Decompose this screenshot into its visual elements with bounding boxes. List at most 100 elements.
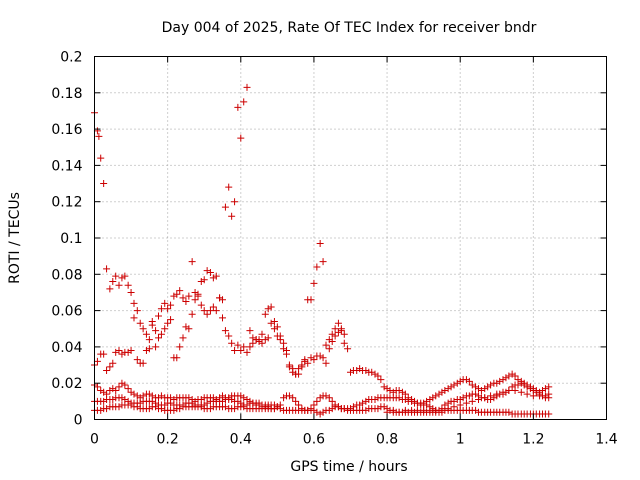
- data-point: [280, 345, 288, 353]
- data-point: [234, 341, 242, 349]
- data-point: [371, 396, 379, 404]
- data-point: [206, 405, 214, 413]
- data-point: [280, 394, 288, 402]
- data-point: [179, 294, 187, 302]
- data-point: [225, 183, 233, 191]
- data-point: [505, 372, 513, 380]
- data-point: [487, 392, 495, 400]
- x-tick-label: 0: [90, 432, 99, 448]
- data-point: [167, 301, 175, 309]
- data-point: [109, 359, 117, 367]
- data-point: [310, 356, 318, 364]
- data-point: [121, 272, 129, 280]
- data-point: [203, 267, 211, 275]
- data-point: [447, 383, 455, 391]
- data-point: [200, 276, 208, 284]
- data-point: [206, 307, 214, 315]
- data-point: [380, 403, 388, 411]
- data-point: [176, 405, 184, 413]
- data-point: [145, 405, 153, 413]
- data-point: [322, 392, 330, 400]
- data-point: [334, 403, 342, 411]
- data-point: [526, 385, 534, 393]
- data-point: [362, 366, 370, 374]
- data-point: [152, 327, 160, 335]
- data-point: [310, 406, 318, 414]
- data-point: [438, 406, 446, 414]
- data-point: [103, 366, 111, 374]
- data-point: [197, 403, 205, 411]
- data-point: [145, 336, 153, 344]
- data-point: [408, 406, 416, 414]
- data-point: [468, 381, 476, 389]
- data-point: [228, 339, 236, 347]
- data-point: [523, 383, 531, 391]
- data-point: [219, 296, 226, 304]
- data-point: [115, 383, 123, 391]
- data-point: [292, 397, 300, 405]
- x-tick-label: 1.2: [522, 432, 544, 448]
- data-point: [465, 377, 473, 385]
- data-point: [115, 281, 123, 289]
- data-point: [408, 397, 416, 405]
- data-point: [170, 292, 178, 300]
- data-point: [285, 392, 293, 400]
- data-point: [319, 258, 327, 266]
- data-point: [212, 272, 220, 280]
- data-point: [511, 386, 519, 394]
- y-tick-label: 0.2: [60, 50, 82, 66]
- data-point: [353, 366, 361, 374]
- data-point: [97, 406, 105, 414]
- data-point: [173, 354, 181, 362]
- data-point: [133, 356, 141, 364]
- data-point: [161, 325, 169, 333]
- data-point: [511, 372, 519, 380]
- data-point: [276, 336, 284, 344]
- data-point: [444, 385, 452, 393]
- data-point: [532, 388, 540, 396]
- data-point: [337, 325, 345, 333]
- data-point: [209, 274, 217, 282]
- data-point: [194, 290, 202, 298]
- data-point: [212, 307, 220, 315]
- data-point: [285, 361, 293, 369]
- data-point: [334, 328, 342, 336]
- data-point: [514, 381, 522, 389]
- data-point: [289, 368, 297, 376]
- data-point: [157, 330, 165, 338]
- data-point: [197, 301, 205, 309]
- data-point: [270, 325, 278, 333]
- data-point: [292, 370, 300, 378]
- data-point: [221, 327, 229, 335]
- data-point: [243, 83, 251, 91]
- data-point: [468, 397, 476, 405]
- data-point: [155, 312, 162, 320]
- data-point: [225, 332, 233, 340]
- data-point: [157, 405, 165, 413]
- data-point: [325, 336, 333, 344]
- data-point: [462, 376, 470, 384]
- data-point: [142, 347, 150, 355]
- data-point: [347, 368, 354, 376]
- data-point: [273, 332, 281, 340]
- data-point: [283, 350, 290, 358]
- data-point: [310, 279, 318, 287]
- data-point: [362, 406, 370, 414]
- data-point: [231, 347, 239, 355]
- series-2: [91, 290, 348, 378]
- data-point: [261, 310, 269, 318]
- data-point: [328, 405, 336, 413]
- data-point: [237, 392, 245, 400]
- data-point: [127, 401, 135, 409]
- data-point: [267, 303, 275, 311]
- data-point: [472, 406, 480, 414]
- data-point: [270, 317, 278, 325]
- data-point: [423, 401, 431, 409]
- data-point: [164, 305, 172, 313]
- data-point: [182, 298, 190, 306]
- y-tick-label: 0.06: [51, 304, 82, 320]
- data-point: [313, 263, 321, 271]
- data-point: [496, 377, 504, 385]
- data-point: [383, 385, 391, 393]
- data-point: [121, 381, 129, 389]
